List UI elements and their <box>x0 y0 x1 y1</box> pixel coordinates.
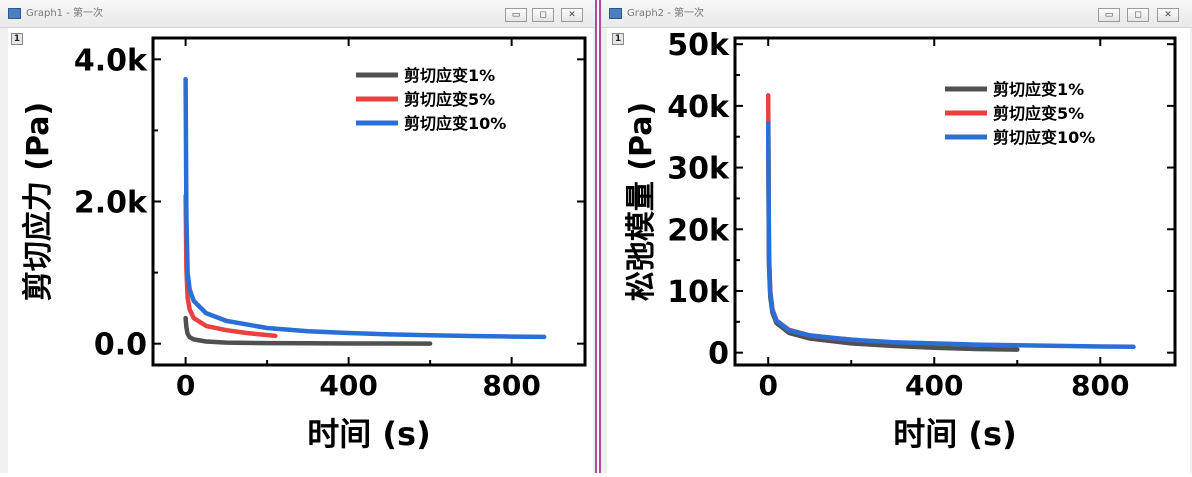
y-tick-label: 10k <box>667 275 730 310</box>
graph2-window: Graph2 - 第一次 ▭ ◻ ✕ 0 10k 20k 30k 40k 50k 0 400 8… <box>599 0 1192 473</box>
legend-label-3: 剪切应变10% <box>993 128 1095 147</box>
graph2-plot-area: 0 10k 20k 30k 40k 50k 0 400 800 时间 (s) 松弛模量 (Pa) 剪切… <box>607 28 1190 473</box>
graph2-title: Graph2 - 第一次 <box>627 8 705 19</box>
legend-label-1: 剪切应变1% <box>404 66 495 85</box>
x-tick-label: 800 <box>482 369 540 402</box>
y-tick-label: 0.0 <box>94 328 147 363</box>
y-tick-label: 20k <box>667 213 730 248</box>
x-tick-label: 400 <box>319 369 377 402</box>
layer-badge[interactable]: 1 <box>11 33 23 45</box>
x-axis-title: 时间 (s) <box>893 415 1016 453</box>
x-tick-label: 0 <box>758 369 777 402</box>
series-line-1 <box>183 315 433 346</box>
x-tick-label: 800 <box>1071 369 1129 402</box>
y-tick-label: 4.0k <box>74 43 148 78</box>
series-line-3 <box>765 120 1136 350</box>
graph1-window: Graph1 - 第一次 ▭ ◻ ✕ 0.0 2.0k 4.0k 0 400 800 时间 … <box>0 0 597 473</box>
y-tick-label: 50k <box>667 28 730 63</box>
graph1-titlebar[interactable]: Graph1 - 第一次 ▭ ◻ ✕ <box>0 0 595 28</box>
restore-button[interactable]: ◻ <box>1127 8 1149 22</box>
y-tick-label: 0 <box>708 337 729 372</box>
graph1-plot-area: 0.0 2.0k 4.0k 0 400 800 时间 (s) 剪切应力 (Pa) 剪切应变1% 剪… <box>8 28 593 473</box>
graph1-chart: 0.0 2.0k 4.0k 0 400 800 时间 (s) 剪切应力 (Pa) 剪切应变1% 剪… <box>21 36 587 453</box>
y-axis-title: 松弛模量 (Pa) <box>624 102 659 301</box>
graph-window-icon <box>609 8 622 19</box>
y-axis-title: 剪切应力 (Pa) <box>21 102 56 301</box>
layer-badge[interactable]: 1 <box>612 33 624 45</box>
legend-label-2: 剪切应变5% <box>993 104 1084 123</box>
series-line-2 <box>183 193 278 339</box>
y-tick-label: 2.0k <box>74 186 148 221</box>
graph1-title: Graph1 - 第一次 <box>26 8 104 19</box>
minimize-button[interactable]: ▭ <box>505 8 527 22</box>
graph2-titlebar[interactable]: Graph2 - 第一次 ▭ ◻ ✕ <box>601 0 1192 28</box>
series-line-3 <box>183 76 547 340</box>
series-line-2 <box>765 93 862 343</box>
series-line-1 <box>765 128 1020 352</box>
minimize-button[interactable]: ▭ <box>1098 8 1120 22</box>
plot-frame <box>733 36 1177 367</box>
legend-label-2: 剪切应变5% <box>404 90 495 109</box>
y-tick-label: 30k <box>667 152 730 187</box>
legend-label-1: 剪切应变1% <box>993 80 1084 99</box>
restore-button[interactable]: ◻ <box>532 8 554 22</box>
x-axis-title: 时间 (s) <box>307 415 430 453</box>
legend-label-3: 剪切应变10% <box>404 114 506 133</box>
x-tick-label: 0 <box>176 369 195 402</box>
close-button[interactable]: ✕ <box>561 8 583 22</box>
close-button[interactable]: ✕ <box>1157 8 1179 22</box>
y-tick-label: 40k <box>667 90 730 125</box>
x-tick-label: 400 <box>905 369 963 402</box>
graph-window-icon <box>8 8 21 19</box>
graph2-chart: 0 10k 20k 30k 40k 50k 0 400 800 时间 (s) 松弛模量 (Pa) 剪切… <box>624 28 1177 453</box>
